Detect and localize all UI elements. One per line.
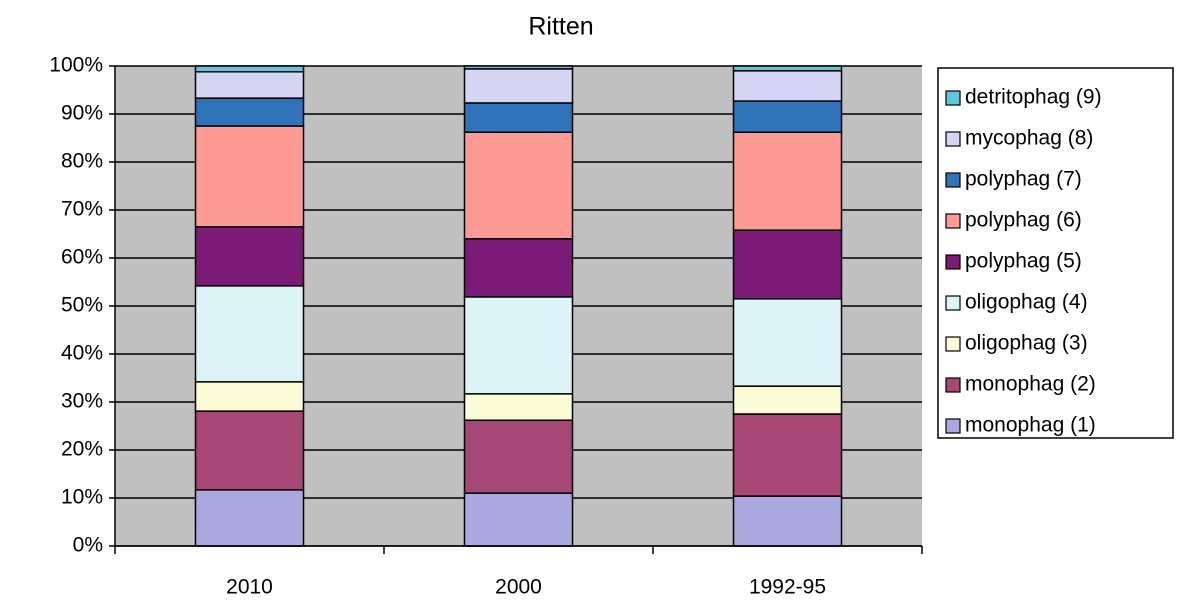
y-tick-label: 30% (61, 390, 103, 413)
legend-label: polyphag (7) (965, 168, 1082, 191)
bar-segment (732, 385, 843, 415)
legend-swatch (945, 254, 961, 270)
y-tick-label: 80% (61, 150, 103, 173)
bar-segment (463, 393, 574, 421)
legend-swatch (945, 172, 961, 188)
y-tick-label: 10% (61, 486, 103, 509)
bar-segment (463, 296, 574, 395)
legend-swatch (945, 418, 961, 434)
legend-label: monophag (2) (965, 373, 1096, 396)
bar-segment (732, 100, 843, 133)
bar-segment (732, 298, 843, 387)
chart-title: Ritten (528, 13, 593, 41)
bar-segment (463, 102, 574, 133)
y-tick-label: 50% (61, 294, 103, 317)
y-tick-label: 100% (49, 54, 103, 77)
legend-label: mycophag (8) (965, 127, 1093, 150)
bar-segment (194, 410, 305, 491)
legend-label: polyphag (6) (965, 209, 1082, 232)
legend-label: detritophag (9) (965, 86, 1102, 109)
x-tick-label: 2000 (495, 576, 542, 599)
bar-segment (194, 97, 305, 127)
legend-swatch (945, 90, 961, 106)
y-tick-label: 20% (61, 438, 103, 461)
y-tick-label: 60% (61, 246, 103, 269)
y-tick-label: 40% (61, 342, 103, 365)
bar-segment (732, 413, 843, 497)
bar-segment (732, 229, 843, 300)
legend-swatch (945, 131, 961, 147)
y-tick-label: 0% (73, 534, 103, 557)
bar-segment (732, 131, 843, 231)
bar-segment (732, 65, 843, 72)
legend-swatch (945, 377, 961, 393)
bar-segment (463, 131, 574, 240)
bar-segment (194, 125, 305, 228)
legend-swatch (945, 213, 961, 229)
legend-swatch (945, 295, 961, 311)
legend-swatch (945, 336, 961, 352)
x-tick-label: 2010 (226, 576, 273, 599)
bar-segment (194, 381, 305, 412)
bar-segment (194, 285, 305, 383)
bar-segment (463, 238, 574, 298)
bar-segment (463, 419, 574, 494)
bar-segment (194, 226, 305, 287)
bar-segment (463, 68, 574, 104)
legend-label: monophag (1) (965, 414, 1096, 437)
y-tick-label: 70% (61, 198, 103, 221)
legend-label: oligophag (4) (965, 291, 1088, 314)
bar-segment (732, 495, 843, 547)
bar-segment (732, 70, 843, 102)
y-tick-label: 90% (61, 102, 103, 125)
legend-box (937, 67, 1174, 439)
legend-label: polyphag (5) (965, 250, 1082, 273)
x-tick-label: 1992-95 (749, 576, 826, 599)
bar-segment (194, 71, 305, 99)
bar-segment (194, 489, 305, 547)
bar-segment (194, 65, 305, 73)
legend-label: oligophag (3) (965, 332, 1088, 355)
bar-segment (463, 492, 574, 547)
bar-segment (463, 65, 574, 70)
